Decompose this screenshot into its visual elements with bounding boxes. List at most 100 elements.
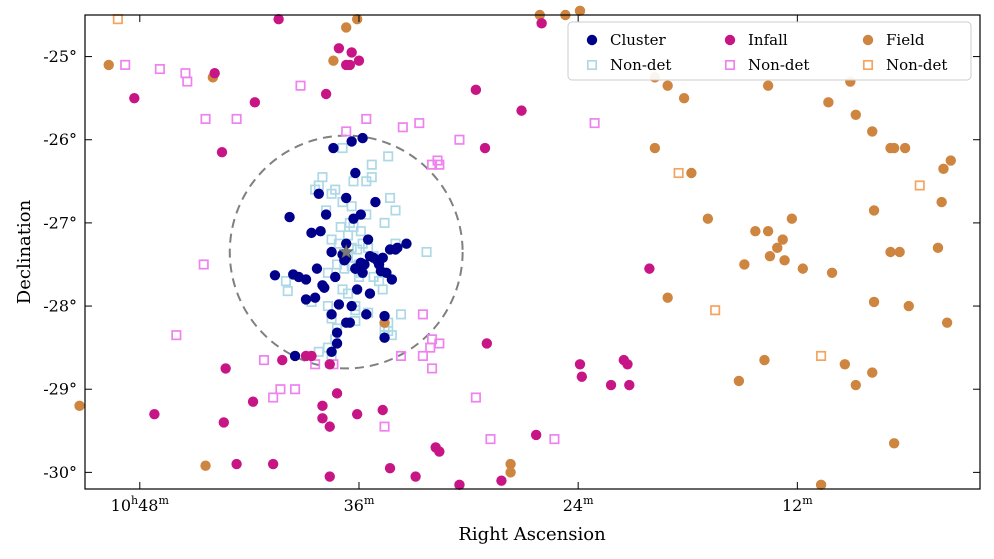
data-points bbox=[74, 5, 956, 491]
nondet-point bbox=[549, 434, 560, 445]
series-0 bbox=[269, 132, 412, 362]
data-point bbox=[326, 246, 337, 258]
legend-entry: Non-det bbox=[862, 56, 947, 74]
nondet-point bbox=[154, 64, 165, 75]
legend-marker bbox=[586, 59, 598, 71]
data-point bbox=[941, 317, 953, 328]
data-point bbox=[777, 234, 788, 245]
data-point bbox=[351, 13, 363, 25]
nondet-point bbox=[384, 192, 396, 203]
nondet-point bbox=[589, 118, 600, 129]
nondet-point bbox=[112, 14, 123, 25]
data-point bbox=[786, 213, 798, 224]
data-point bbox=[662, 292, 673, 303]
data-point bbox=[574, 5, 586, 17]
data-point bbox=[218, 417, 230, 428]
legend-label: Non-det bbox=[886, 56, 947, 74]
data-point bbox=[867, 126, 878, 137]
nondet-point bbox=[182, 76, 193, 87]
data-point bbox=[885, 246, 896, 258]
legend: Cluster Non-det Infall Non-det Field Non-det bbox=[567, 21, 972, 81]
data-point bbox=[333, 299, 345, 310]
data-point bbox=[899, 142, 911, 154]
data-point bbox=[826, 267, 838, 278]
nondet-point bbox=[434, 159, 445, 170]
data-point bbox=[938, 163, 949, 175]
data-point bbox=[434, 446, 445, 457]
series-5 bbox=[112, 14, 925, 361]
data-point bbox=[390, 244, 401, 255]
data-point bbox=[313, 188, 324, 199]
data-point bbox=[330, 271, 341, 283]
nondet-point bbox=[282, 286, 293, 297]
data-point bbox=[317, 280, 328, 291]
data-point bbox=[750, 226, 761, 237]
nondet-point bbox=[335, 222, 346, 233]
center-marker-layer bbox=[338, 244, 354, 259]
data-point bbox=[231, 458, 242, 470]
data-point bbox=[350, 167, 361, 179]
legend-label: Non-det bbox=[610, 56, 671, 74]
data-point bbox=[762, 226, 774, 237]
nondet-point bbox=[198, 259, 209, 270]
nondet-point bbox=[342, 230, 354, 241]
data-point bbox=[932, 242, 944, 254]
data-point bbox=[209, 68, 220, 79]
data-point bbox=[320, 209, 332, 220]
data-point bbox=[505, 467, 516, 478]
nondet-point bbox=[337, 143, 348, 154]
data-point bbox=[216, 147, 228, 158]
data-point bbox=[686, 167, 697, 179]
legend-marker bbox=[862, 34, 874, 46]
legend-marker bbox=[724, 34, 736, 46]
nondet-point bbox=[171, 330, 182, 341]
x-tick-label: 36m bbox=[344, 494, 375, 515]
nondet-point bbox=[295, 80, 306, 91]
nondet-point bbox=[673, 167, 684, 179]
data-point bbox=[355, 209, 367, 220]
data-point bbox=[733, 375, 745, 387]
nondet-point bbox=[426, 363, 438, 374]
nondet-point bbox=[414, 118, 425, 129]
y-tick-label: -25° bbox=[43, 47, 77, 66]
nondet-point bbox=[379, 421, 390, 432]
nondet-point bbox=[180, 68, 191, 79]
data-point bbox=[739, 259, 750, 270]
data-point bbox=[359, 259, 370, 270]
data-point bbox=[320, 88, 332, 100]
nondet-point bbox=[470, 392, 481, 403]
data-point bbox=[269, 270, 281, 281]
data-point bbox=[375, 265, 387, 277]
nondet-point bbox=[397, 122, 408, 133]
nondet-point bbox=[322, 301, 333, 312]
data-point bbox=[340, 22, 352, 33]
data-point bbox=[357, 132, 368, 144]
nondet-point bbox=[231, 113, 242, 124]
data-point bbox=[267, 458, 279, 470]
y-tick-label: -30° bbox=[43, 463, 77, 482]
data-point bbox=[888, 438, 900, 449]
data-point bbox=[284, 211, 295, 223]
data-point bbox=[662, 80, 673, 91]
x-tick-label: 24m bbox=[563, 494, 594, 515]
legend-label: Field bbox=[886, 31, 925, 49]
data-point bbox=[401, 238, 412, 249]
nondet-point bbox=[390, 205, 401, 216]
nondet-point bbox=[355, 226, 366, 237]
data-point bbox=[454, 479, 465, 491]
data-point bbox=[300, 350, 312, 362]
data-point bbox=[379, 332, 390, 343]
nondet-point bbox=[417, 350, 428, 361]
data-point bbox=[340, 192, 352, 204]
data-point bbox=[496, 475, 507, 486]
data-point bbox=[324, 359, 335, 370]
legend-marker bbox=[724, 59, 736, 71]
series-2 bbox=[129, 13, 655, 491]
data-point bbox=[762, 80, 774, 91]
data-point bbox=[351, 408, 363, 420]
data-point bbox=[903, 300, 914, 312]
data-point bbox=[605, 379, 617, 391]
legend-label: Non-det bbox=[748, 56, 809, 74]
data-point bbox=[574, 359, 586, 370]
data-point bbox=[324, 421, 335, 432]
